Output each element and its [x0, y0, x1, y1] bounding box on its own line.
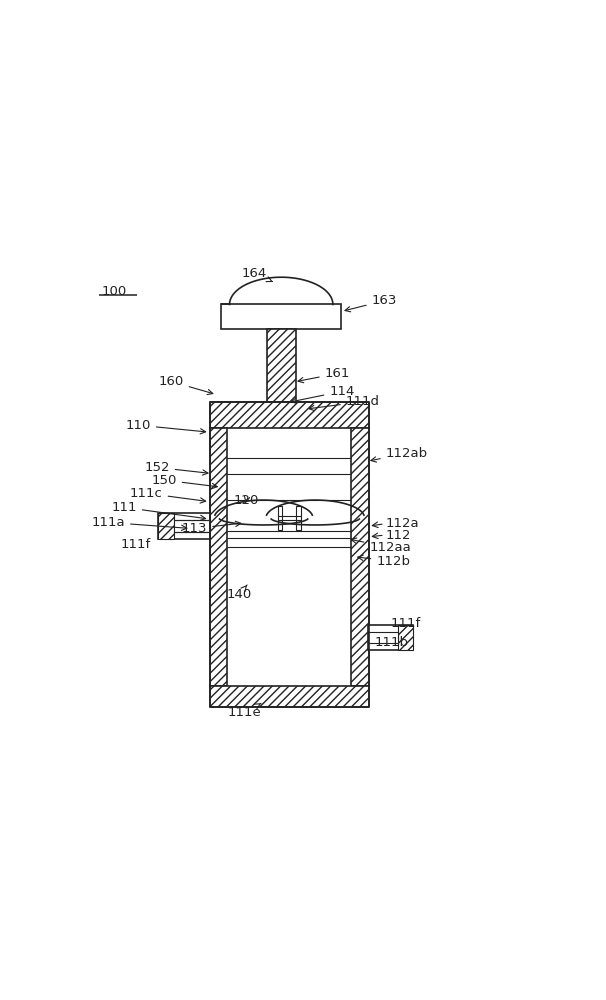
- Bar: [398, 625, 413, 650]
- Text: 111e: 111e: [228, 703, 262, 719]
- Text: 163: 163: [345, 294, 397, 312]
- Bar: [158, 513, 210, 539]
- Text: 112aa: 112aa: [351, 538, 411, 554]
- Text: 140: 140: [227, 585, 252, 601]
- Text: 161: 161: [298, 367, 350, 383]
- Text: 111d: 111d: [309, 395, 380, 411]
- Text: 111f: 111f: [121, 538, 151, 551]
- Text: 112ab: 112ab: [371, 447, 428, 462]
- Text: 111f: 111f: [390, 617, 421, 630]
- Text: 111c: 111c: [130, 487, 205, 503]
- Text: 100: 100: [102, 285, 127, 298]
- Bar: [296, 506, 301, 530]
- Bar: [267, 329, 296, 402]
- Text: 110: 110: [125, 419, 205, 434]
- Bar: [210, 402, 369, 428]
- Bar: [175, 520, 210, 532]
- Bar: [210, 686, 369, 707]
- Text: 120: 120: [233, 494, 259, 507]
- Bar: [351, 428, 369, 686]
- Text: 112: 112: [385, 529, 411, 542]
- Bar: [158, 513, 175, 539]
- Bar: [210, 428, 227, 686]
- Text: 112a: 112a: [385, 517, 419, 530]
- Text: 152: 152: [144, 461, 208, 475]
- Text: 160: 160: [159, 375, 213, 395]
- Text: 150: 150: [152, 474, 218, 489]
- Text: 111b: 111b: [375, 636, 409, 649]
- Text: 113: 113: [182, 521, 241, 535]
- Bar: [368, 625, 413, 650]
- Text: 112b: 112b: [358, 555, 410, 568]
- Text: 111: 111: [112, 501, 205, 520]
- Bar: [278, 506, 282, 530]
- Text: 111a: 111a: [92, 516, 187, 530]
- Text: 164: 164: [242, 267, 272, 282]
- Bar: [221, 304, 341, 329]
- Bar: [368, 632, 398, 643]
- Text: 114: 114: [291, 385, 355, 403]
